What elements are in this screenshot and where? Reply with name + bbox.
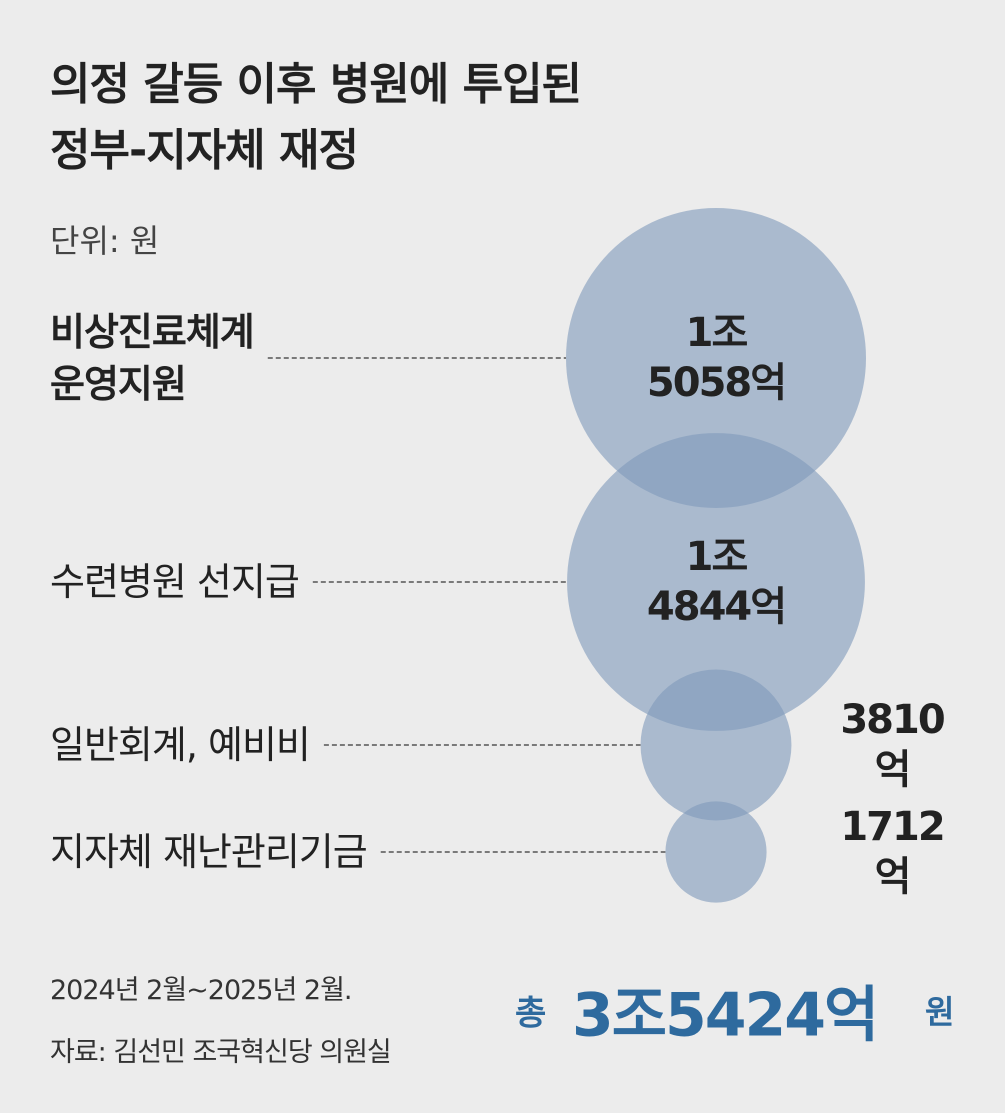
category-label: 지자체 재난관리기금 bbox=[50, 830, 368, 874]
note: 2024년 2월~2025년 2월. bbox=[50, 975, 353, 1006]
value-label: 1조 5058억 bbox=[646, 310, 787, 406]
category-label: 비상진료체계 운영지원 bbox=[50, 310, 255, 406]
value-label: 1조 4844억 bbox=[646, 534, 787, 630]
total-unit: 원 bbox=[925, 993, 955, 1031]
value-label: 3810억 bbox=[840, 697, 945, 793]
chart-title: 의정 갈등 이후 병원에 투입된 정부-지자체 재정 bbox=[50, 59, 582, 176]
subtitle: 단위: 원 bbox=[50, 222, 160, 260]
value-label: 1712억 bbox=[840, 804, 945, 900]
category-label: 수련병원 선지급 bbox=[50, 560, 300, 604]
note: 자료: 김선민 조국혁신당 의원실 bbox=[50, 1037, 392, 1068]
bubble bbox=[665, 801, 767, 903]
total-value: 3조5424억 bbox=[572, 980, 879, 1051]
bubble bbox=[640, 669, 792, 821]
category-label: 일반회계, 예비비 bbox=[50, 723, 311, 767]
bubble bbox=[567, 433, 865, 731]
total-prefix: 총 bbox=[515, 993, 547, 1034]
bubble bbox=[566, 208, 866, 508]
